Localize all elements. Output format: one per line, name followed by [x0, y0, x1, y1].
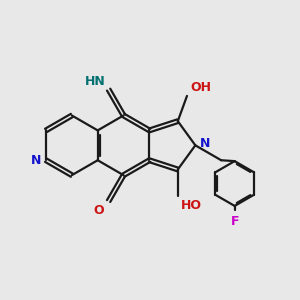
Text: N: N	[31, 154, 41, 167]
Text: HN: HN	[85, 75, 106, 88]
Text: O: O	[94, 204, 104, 217]
Text: N: N	[200, 137, 210, 150]
Text: F: F	[230, 215, 239, 228]
Text: HO: HO	[181, 199, 202, 212]
Text: OH: OH	[190, 81, 211, 94]
